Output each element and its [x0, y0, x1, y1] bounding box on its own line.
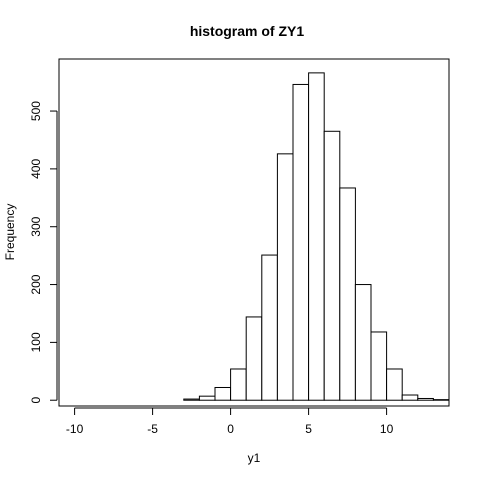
y-axis: 0 100 200 300 400 500	[29, 101, 58, 404]
x-axis-label: y1	[248, 451, 261, 465]
histogram-bar-7	[292, 83, 310, 401]
histogram-bar-2	[214, 386, 232, 401]
y-tick-label-5: 500	[29, 101, 43, 121]
histogram-bars	[183, 72, 450, 401]
histogram-bar-4	[245, 316, 263, 401]
y-tick-label-2: 200	[29, 274, 43, 294]
y-tick-label-3: 300	[29, 216, 43, 236]
plot-frame	[58, 58, 450, 407]
chart-title: histogram of ZY1	[190, 23, 305, 39]
histogram-bar-15	[417, 397, 434, 401]
histogram-bar-14	[401, 394, 419, 401]
histogram-bar-12	[370, 331, 388, 401]
histogram-bar-8	[308, 72, 325, 401]
y-axis-label: Frequency	[3, 204, 17, 261]
x-tick-label-0: -10	[66, 422, 84, 436]
x-tick-label-3: 5	[305, 422, 312, 436]
histogram-bar-16	[432, 399, 450, 401]
histogram-bar-3	[230, 368, 247, 401]
y-tick-label-1: 100	[29, 332, 43, 352]
histogram-bar-6	[276, 153, 294, 401]
histogram-bar-1	[198, 395, 216, 401]
histogram-bar-10	[339, 187, 356, 401]
histogram-bar-0	[183, 398, 200, 401]
x-tick-label-1: -5	[147, 422, 158, 436]
histogram-bar-13	[386, 368, 403, 401]
histogram-bar-5	[261, 254, 278, 401]
y-tick-label-4: 400	[29, 159, 43, 179]
x-tick-label-2: 0	[227, 422, 234, 436]
y-tick-label-0: 0	[29, 397, 43, 404]
histogram-bar-11	[354, 284, 372, 401]
histogram-bar-9	[323, 130, 341, 401]
x-axis: -10 -5 0 5 10	[66, 407, 394, 436]
x-tick-label-4: 10	[380, 422, 394, 436]
